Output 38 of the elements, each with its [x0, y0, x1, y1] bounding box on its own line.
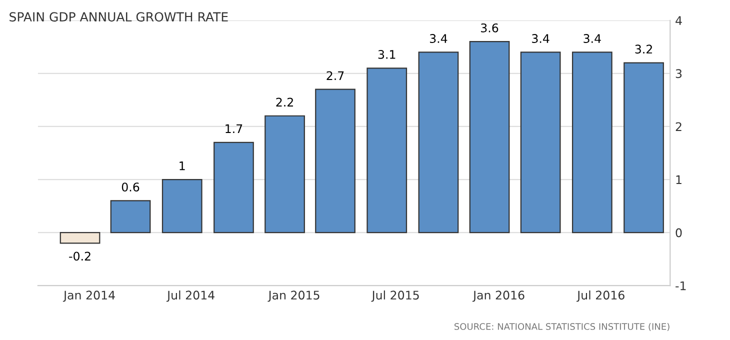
x-tick-label: Jan 2016	[472, 290, 524, 302]
data-label: 1	[180, 162, 185, 170]
data-label: 2.7	[326, 71, 344, 80]
data-label: 3.4	[584, 34, 601, 43]
data-label: 0.6	[122, 182, 140, 192]
bar	[162, 178, 202, 234]
chart-title: SPAIN GDP ANNUAL GROWTH RATE	[10, 12, 228, 22]
bar	[624, 62, 664, 234]
x-tick-label: Jul 2015	[371, 290, 419, 302]
data-label: 3.2	[635, 44, 652, 54]
x-tick-label: Jan 2014	[62, 290, 115, 302]
x-tick-label: Jul 2016	[576, 290, 624, 302]
bar	[214, 142, 254, 234]
bar	[110, 200, 151, 234]
data-label: 3.4	[430, 34, 448, 43]
y-tick-label: 2	[676, 122, 682, 131]
bar	[366, 68, 408, 234]
y-tick-label: 1	[676, 175, 682, 184]
y-tick-label: 4	[676, 16, 682, 25]
data-label: 3.6	[481, 23, 498, 32]
y-tick-label: -1	[676, 281, 686, 290]
data-label: -0.2	[69, 252, 90, 261]
y-tick-label: 0	[676, 228, 682, 238]
bar	[418, 52, 459, 234]
bar	[520, 52, 561, 234]
y-tick-label: 3	[676, 69, 682, 78]
data-label: 1.7	[226, 124, 242, 133]
data-label: 2.2	[276, 98, 293, 106]
data-label: 3.4	[532, 34, 550, 43]
x-tick-label: Jan 2015	[268, 290, 320, 302]
data-label: 3.1	[378, 50, 396, 59]
bar	[572, 52, 612, 234]
bar	[264, 115, 305, 234]
bar	[469, 41, 510, 234]
bar	[315, 88, 356, 234]
bar	[60, 232, 100, 244]
x-tick-label: Jul 2014	[166, 290, 214, 302]
source-note: SOURCE: NATIONAL STATISTICS INSTITUTE (INE)	[454, 322, 670, 331]
